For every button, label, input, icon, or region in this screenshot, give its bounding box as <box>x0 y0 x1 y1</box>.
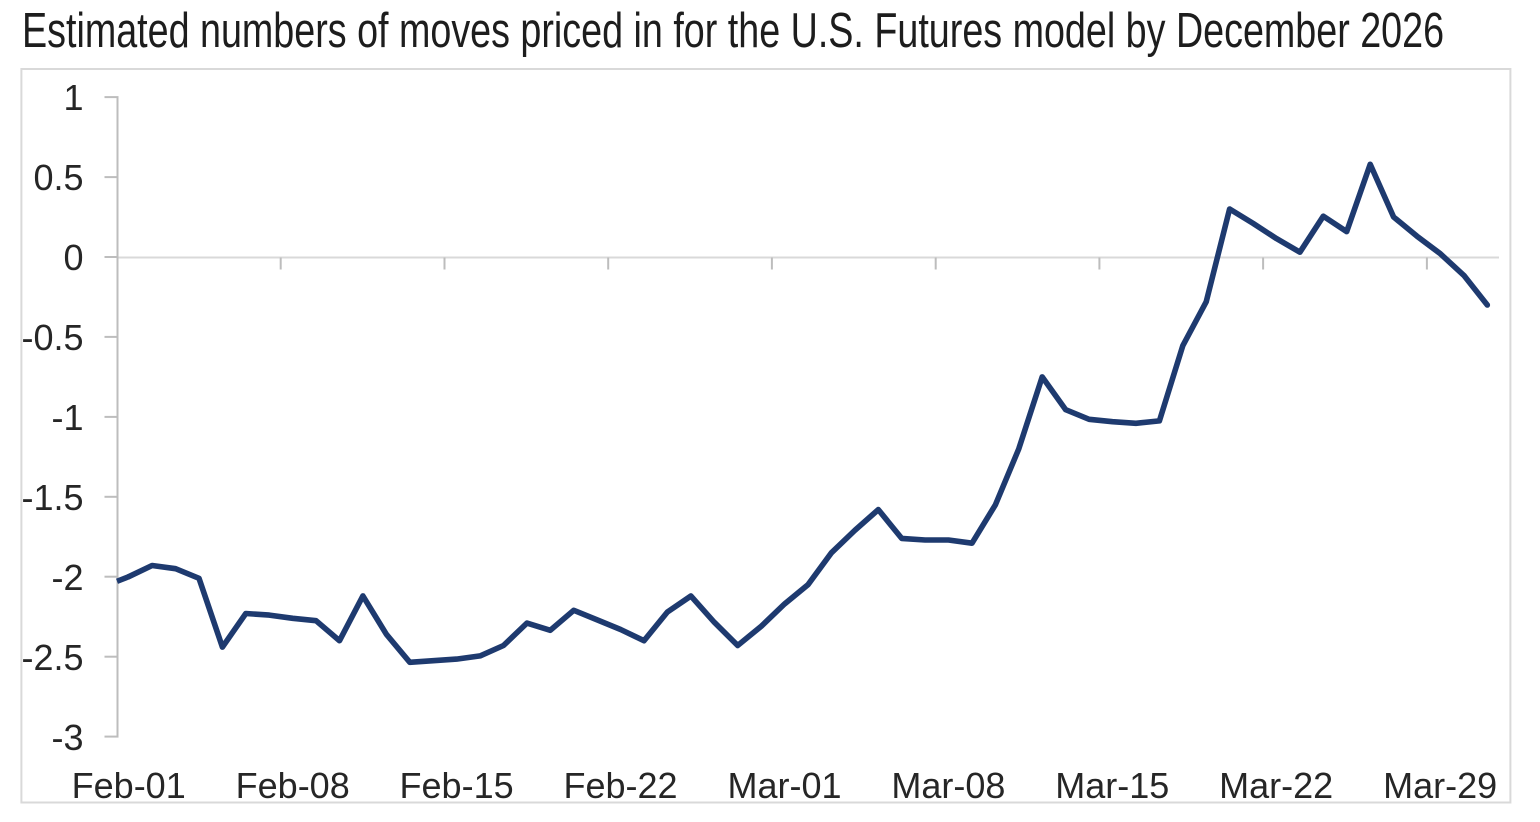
svg-text:-1: -1 <box>51 397 83 438</box>
svg-text:-0.5: -0.5 <box>21 317 83 358</box>
svg-text:Feb-22: Feb-22 <box>563 765 677 806</box>
svg-text:0.5: 0.5 <box>33 157 83 198</box>
svg-text:0: 0 <box>63 237 83 278</box>
svg-text:1: 1 <box>63 77 83 118</box>
svg-text:-2: -2 <box>51 557 83 598</box>
svg-text:-1.5: -1.5 <box>21 477 83 518</box>
svg-text:Mar-01: Mar-01 <box>727 765 841 806</box>
svg-text:Mar-15: Mar-15 <box>1055 765 1169 806</box>
svg-text:Feb-08: Feb-08 <box>236 765 350 806</box>
svg-text:Mar-22: Mar-22 <box>1219 765 1333 806</box>
svg-text:Feb-15: Feb-15 <box>400 765 514 806</box>
svg-text:-3: -3 <box>51 717 83 758</box>
svg-text:Feb-01: Feb-01 <box>72 765 186 806</box>
svg-text:-2.5: -2.5 <box>21 637 83 678</box>
svg-text:Mar-29: Mar-29 <box>1383 765 1497 806</box>
svg-text:Mar-08: Mar-08 <box>891 765 1005 806</box>
